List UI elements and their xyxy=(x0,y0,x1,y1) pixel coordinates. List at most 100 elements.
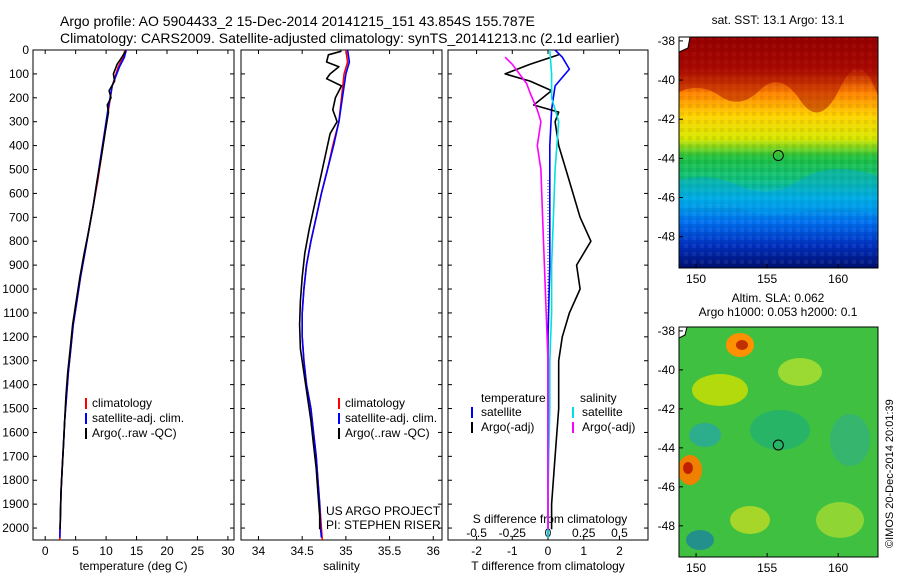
s-diff-tick-label: 0.5 xyxy=(611,526,628,540)
float-location-marker xyxy=(772,150,784,162)
x-tick-label: 5 xyxy=(72,544,79,558)
sst-cool-region xyxy=(679,168,878,215)
series-line-satellite-adj-clim- xyxy=(301,49,351,538)
y-tick-label: 500 xyxy=(9,163,29,177)
x-tick-label: -2 xyxy=(471,544,482,558)
y-tick-label: 600 xyxy=(9,186,29,200)
y-tick-label: 0 xyxy=(22,43,29,57)
difference-x-axis-label: T difference from climatology xyxy=(471,559,625,573)
map-lat-label: -46 xyxy=(658,191,676,205)
sla-map-title2: Argo h1000: 0.053 h2000: 0.1 xyxy=(699,305,858,319)
imos-credit: ©IMOS 20-Dec-2014 20:01:39 xyxy=(884,399,896,548)
x-tick-label: 35 xyxy=(339,544,353,558)
sla-high-anomaly-core xyxy=(736,340,748,350)
sst-map-title: sat. SST: 13.1 Argo: 13.1 xyxy=(712,13,845,27)
x-tick-label: 34.5 xyxy=(290,544,314,558)
map-lat-label: -42 xyxy=(658,112,676,126)
legend-title-salinity: salinity xyxy=(580,391,617,405)
legend-title-temperature: temperature xyxy=(481,391,546,405)
difference-legend: temperature salinity satellite Argo(-adj… xyxy=(471,391,635,434)
salinity-x-axis-label: salinity xyxy=(323,559,360,573)
temperature-legend: climatology satellite-adj. clim. Argo(..… xyxy=(85,396,184,440)
s-diff-axis-label: S difference from climatology xyxy=(473,512,628,526)
legend-label-argo: Argo(..raw -QC) xyxy=(92,426,177,440)
float-location-marker xyxy=(772,439,784,451)
difference-panel: -2 -1 0 1 2T difference from climatology -0.5… xyxy=(447,49,649,573)
y-tick-label: 1600 xyxy=(2,425,29,439)
map-lat-label: -40 xyxy=(658,73,676,87)
y-tick-label: 2000 xyxy=(2,521,29,535)
sla-negative-band xyxy=(750,410,810,450)
y-tick-label: 1900 xyxy=(2,497,29,511)
salinity-plot-frame xyxy=(240,49,443,541)
sla-map-frame xyxy=(678,326,879,558)
map-lat-label: -42 xyxy=(658,402,676,416)
temperature-panel: 0 5 10 15 20 25 300100200300400500600700800900… xyxy=(2,43,235,573)
salinity-legend: climatology satellite-adj. clim. Argo(..… xyxy=(326,396,441,532)
sla-positive-band xyxy=(692,374,748,406)
map-lat-label: -38 xyxy=(658,34,676,48)
x-tick-label: 1 xyxy=(580,544,587,558)
x-tick-label: 15 xyxy=(130,544,144,558)
series-line-argo xyxy=(298,50,343,530)
y-tick-label: 800 xyxy=(9,234,29,248)
sla-coastline xyxy=(679,327,688,339)
legend-label-satellite: satellite-adj. clim. xyxy=(92,411,184,425)
map-lat-label: -44 xyxy=(658,441,676,455)
x-tick-label: 0 xyxy=(42,544,49,558)
series-line-s-argo xyxy=(504,56,549,530)
x-tick-label: 35.5 xyxy=(378,544,402,558)
y-tick-label: 400 xyxy=(9,139,29,153)
sla-land-patch xyxy=(679,327,687,338)
salinity-panel: 34 34.5 35 35.5 36 salinity xyxy=(240,49,443,573)
s-diff-tick-label: 0.25 xyxy=(572,526,596,540)
map-lat-label: -38 xyxy=(658,324,676,338)
header-line2: Climatology: CARS2009. Satellite-adjuste… xyxy=(60,30,620,46)
map-lon-label: 150 xyxy=(686,561,706,575)
x-tick-label: 2 xyxy=(616,544,623,558)
map-lat-label: -44 xyxy=(658,151,676,165)
sla-map-axes: -38 -40 -42 -44 -46 -48 150 155 160 xyxy=(658,324,849,575)
sla-negative-band xyxy=(686,530,714,550)
legend-label-argo: Argo(..raw -QC) xyxy=(345,426,430,440)
sst-map-frame xyxy=(678,36,879,269)
y-tick-label: 1800 xyxy=(2,473,29,487)
x-tick-label: 0 xyxy=(545,544,552,558)
sla-map: Altim. SLA: 0.062 Argo h1000: 0.053 h200… xyxy=(658,291,879,575)
y-tick-label: 1000 xyxy=(2,282,29,296)
map-lon-label: 155 xyxy=(757,272,777,286)
legend-label-climatology: climatology xyxy=(92,396,152,410)
series-line-s-satellite xyxy=(547,49,560,538)
map-lat-label: -48 xyxy=(658,230,676,244)
project-label: US ARGO PROJECT xyxy=(326,504,441,518)
y-tick-label: 1400 xyxy=(2,378,29,392)
y-tick-label: 200 xyxy=(9,91,29,105)
x-tick-label: -1 xyxy=(507,544,518,558)
sla-high-anomaly-west-core xyxy=(683,462,693,474)
y-tick-label: 1100 xyxy=(3,306,29,320)
sla-positive-band xyxy=(778,358,822,386)
sla-positive-band xyxy=(816,502,864,538)
map-lat-label: -48 xyxy=(658,519,676,533)
legend-label-climatology: climatology xyxy=(345,396,405,410)
y-tick-label: 700 xyxy=(9,210,29,224)
header-line1: Argo profile: AO 5904433_2 15-Dec-2014 2… xyxy=(60,13,535,29)
x-tick-label: 30 xyxy=(221,544,235,558)
sst-coastline xyxy=(679,37,691,53)
y-tick-label: 1300 xyxy=(2,354,29,368)
y-tick-label: 300 xyxy=(9,115,29,129)
sst-warm-region xyxy=(679,37,878,113)
y-tick-label: 1200 xyxy=(2,330,29,344)
map-lon-label: 150 xyxy=(686,272,706,286)
legend-label-s-argo: Argo(-adj) xyxy=(582,420,635,434)
x-tick-label: 20 xyxy=(160,544,174,558)
sla-map-title1: Altim. SLA: 0.062 xyxy=(732,291,825,305)
sla-positive-band xyxy=(730,506,770,534)
legend-label-t-satellite: satellite xyxy=(481,405,522,419)
y-tick-label: 100 xyxy=(9,67,29,81)
y-tick-label: 1500 xyxy=(2,402,29,416)
s-diff-tick-label: -0.5 xyxy=(466,526,487,540)
map-lon-label: 160 xyxy=(828,561,848,575)
map-lat-label: -40 xyxy=(658,363,676,377)
series-line-argo xyxy=(59,50,127,530)
